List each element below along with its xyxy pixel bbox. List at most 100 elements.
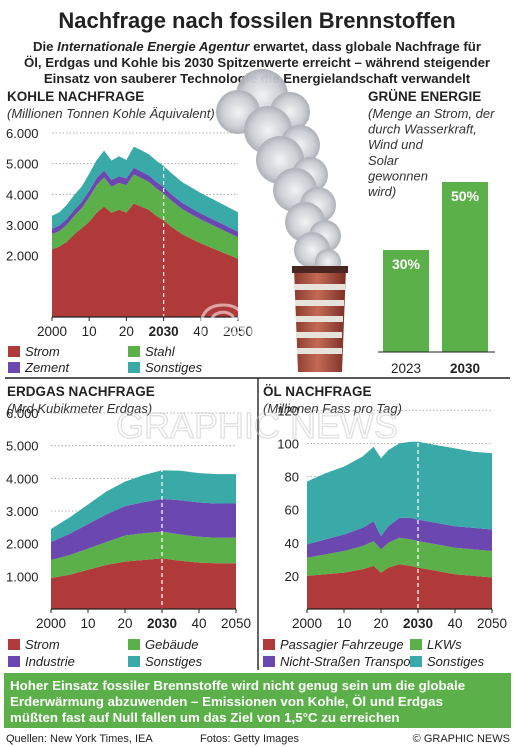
- footer-photos: Fotos: Getty Images: [200, 733, 300, 745]
- legend-label: Nicht-Straßen Transport: [280, 654, 420, 669]
- oil-subtitle: (Millionen Fass pro Tag): [263, 401, 402, 416]
- x-tick-label: 2050: [223, 324, 253, 339]
- y-tick-label: 4.000: [6, 471, 39, 486]
- coal-subtitle: (Millionen Tonnen Kohle Äquivalent): [7, 106, 215, 121]
- footer-sources: Quellen: New York Times, IEA: [6, 733, 153, 745]
- banner-background: [4, 673, 511, 728]
- legend-swatch: [128, 639, 140, 650]
- legend-swatch: [263, 639, 275, 650]
- legend-swatch: [8, 346, 20, 357]
- banner-line-3: müßten fast auf Null fallen um das Ziel …: [10, 710, 400, 725]
- oil-legend: Passagier Fahrzeuge LKWs Nicht-Straßen Tra…: [263, 637, 485, 669]
- area-series: [51, 498, 236, 560]
- green-energy-subtitle-line: Solar: [368, 153, 399, 168]
- x-tick-label: 2030: [149, 324, 179, 339]
- area-series: [307, 441, 492, 545]
- legend-label: Zement: [24, 360, 70, 375]
- legend-label: Sonstiges: [427, 654, 485, 669]
- coal-chart: 2.000 3.000 4.000 5.000 6.000 2000 10 20 2030 40 2…: [6, 126, 253, 339]
- y-tick-label: 4.000: [6, 187, 39, 202]
- coal-title: KOHLE NACHFRAGE: [7, 89, 144, 104]
- x-tick-label: 10: [80, 616, 95, 631]
- x-tick-label: 40: [193, 324, 208, 339]
- y-tick-label: 5.000: [6, 157, 39, 172]
- gas-subtitle: (Mrd Kubikmeter Erdgas): [7, 401, 152, 416]
- green-energy-subtitle-line: durch Wasserkraft,: [368, 122, 477, 137]
- footer-credit: © GRAPHIC NEWS: [413, 733, 510, 745]
- gas-title: ERDGAS NACHFRAGE: [7, 384, 155, 399]
- coal-panel: KOHLE NACHFRAGE (Millionen Tonnen Kohle …: [6, 89, 253, 375]
- y-tick-label: 120: [277, 403, 299, 418]
- area-series: [307, 537, 492, 578]
- green-energy-subtitle-line: (Menge an Strom, der: [368, 106, 495, 121]
- y-tick-label: 6.000: [6, 406, 39, 421]
- legend-swatch: [128, 346, 140, 357]
- x-tick-label: 20: [373, 616, 388, 631]
- y-tick-label: 3.000: [6, 504, 39, 519]
- x-tick-label: 2000: [292, 616, 322, 631]
- green-energy-title: GRÜNE ENERGIE: [368, 89, 481, 104]
- legend-label: Sonstiges: [145, 360, 203, 375]
- intro-agency: Internationale Energie Agentur: [57, 39, 250, 54]
- legend-swatch: [410, 639, 422, 650]
- y-tick-label: 2.000: [6, 249, 39, 264]
- area-series: [307, 517, 492, 558]
- banner-line-2: Erderwärmung abzuwenden – Emissionen von…: [10, 694, 443, 709]
- oil-panel: ÖL NACHFRAGE (Millionen Fass pro Tag) 20…: [263, 384, 507, 669]
- green-energy-category-label: 2030: [450, 361, 480, 376]
- x-tick-label: 2050: [477, 616, 507, 631]
- legend-swatch: [8, 656, 20, 667]
- legend-swatch: [128, 362, 140, 373]
- legend-swatch: [410, 656, 422, 667]
- banner-line-1: Hoher Einsatz fossiler Brennstoffe wird …: [10, 678, 465, 693]
- gas-legend: Strom Gebäude Industrie Sonstiges: [8, 637, 203, 669]
- legend-swatch: [8, 362, 20, 373]
- x-tick-label: 20: [119, 324, 134, 339]
- x-tick-label: 2030: [403, 616, 433, 631]
- legend-label: Sonstiges: [145, 654, 203, 669]
- y-tick-label: 60: [285, 503, 299, 518]
- y-tick-label: 3.000: [6, 218, 39, 233]
- y-tick-label: 2.000: [6, 537, 39, 552]
- legend-swatch: [128, 656, 140, 667]
- coal-legend: Strom Stahl Zement Sonstiges: [8, 344, 203, 375]
- watermark-text: GRAPHIC NEWS: [116, 405, 398, 446]
- watermark: GN GRAPHIC NEWS: [115, 291, 398, 447]
- green-energy-subtitle-line: Wind und: [368, 137, 424, 152]
- oil-chart: 20 40 60 80 100 120 2000 10 20 2030 40 2050: [277, 403, 507, 631]
- green-energy-panel: GRÜNE ENERGIE (Menge an Strom, derdurch …: [368, 89, 495, 376]
- legend-swatch: [8, 639, 20, 650]
- green-energy-bar: [383, 250, 429, 352]
- x-tick-label: 10: [82, 324, 97, 339]
- page-title: Nachfrage nach fossilen Brennstoffen: [58, 8, 455, 33]
- chimney-illustration: [216, 69, 348, 372]
- x-tick-label: 2030: [147, 616, 177, 631]
- y-tick-label: 100: [277, 436, 299, 451]
- green-energy-subtitle-line: wird): [368, 184, 396, 199]
- y-tick-label: 5.000: [6, 439, 39, 454]
- legend-label: Strom: [25, 344, 60, 359]
- x-tick-label: 10: [336, 616, 351, 631]
- intro-line-2: Öl, Erdgas und Kohle bis 2030 Spitzenwer…: [24, 55, 490, 70]
- area-series: [52, 203, 238, 317]
- intro-part-2: erwartet, dass globale Nachfrage für: [249, 39, 481, 54]
- green-energy-category-label: 2023: [391, 361, 421, 376]
- legend-label: Stahl: [145, 344, 176, 359]
- x-tick-label: 2050: [221, 616, 251, 631]
- y-tick-label: 40: [285, 536, 299, 551]
- legend-label: Strom: [25, 637, 60, 652]
- chimney: [292, 266, 348, 372]
- intro-part-1: Die: [33, 39, 57, 54]
- area-series: [307, 564, 492, 609]
- green-energy-bar-label: 30%: [392, 256, 421, 272]
- x-tick-label: 40: [447, 616, 462, 631]
- legend-label: Passagier Fahrzeuge: [280, 637, 404, 652]
- gas-chart: 1.000 2.000 3.000 4.000 5.000 6.000 2000 10 20 20…: [6, 406, 251, 631]
- y-tick-label: 1.000: [6, 569, 39, 584]
- area-series: [51, 531, 236, 578]
- legend-label: LKWs: [427, 637, 462, 652]
- area-series: [52, 146, 238, 232]
- legend-label: Gebäude: [145, 637, 199, 652]
